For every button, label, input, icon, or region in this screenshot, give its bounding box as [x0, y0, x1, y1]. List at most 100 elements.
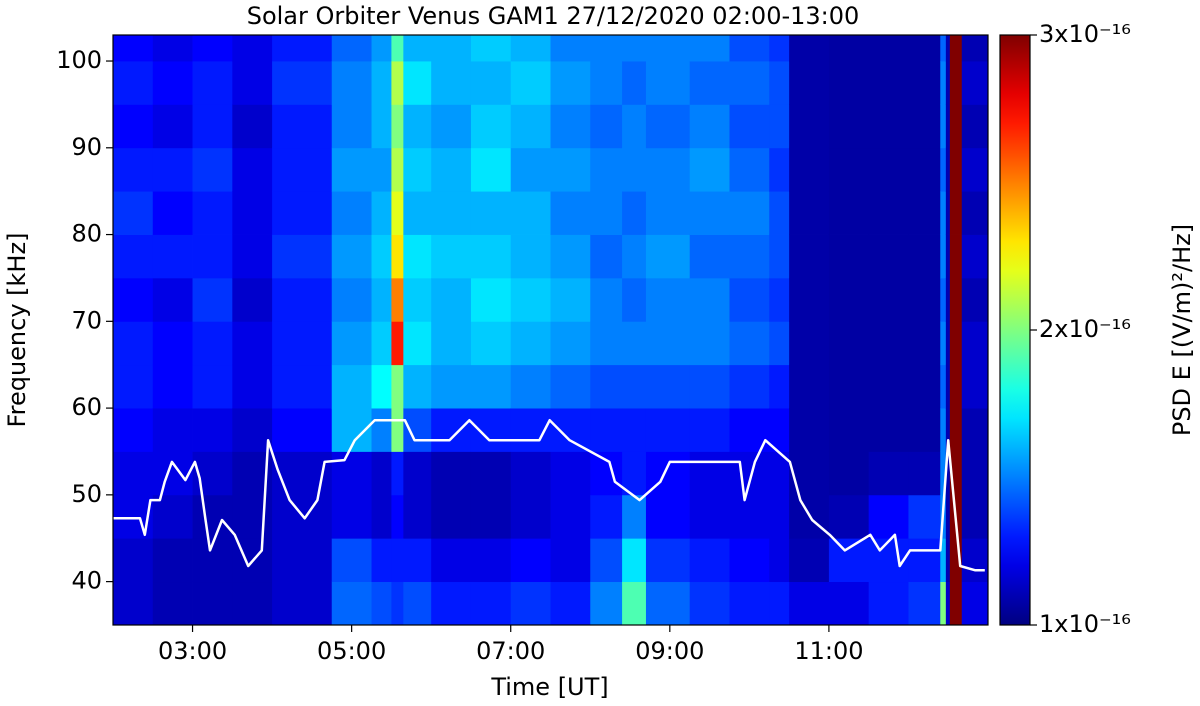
colorbar-tick-label: 1x10⁻¹⁶ [1039, 610, 1131, 638]
overlay [113, 418, 985, 572]
heatmap-cell [729, 321, 770, 366]
heatmap-cell [192, 191, 233, 235]
heatmap-cell [908, 581, 941, 626]
heatmap-cell [961, 408, 989, 452]
heatmap-cell [192, 494, 233, 539]
heatmap-cell [371, 451, 392, 496]
heatmap-cell [729, 104, 770, 149]
heatmap-cell [192, 234, 233, 279]
heatmap-cell [590, 35, 623, 62]
heatmap-cell [550, 451, 591, 496]
heatmap-cell [113, 35, 154, 62]
heatmap-cell [908, 61, 941, 105]
heatmap-cell [769, 104, 790, 149]
heatmap-cell [769, 234, 790, 279]
heatmap [113, 35, 989, 626]
heatmap-cell [769, 451, 790, 496]
heatmap-cell [828, 104, 870, 149]
heatmap-cell [940, 191, 947, 235]
heatmap-cell [789, 61, 830, 105]
heatmap-cell [331, 538, 372, 583]
heatmap-cell [949, 191, 963, 235]
heatmap-cell [789, 35, 830, 62]
heatmap-cell [431, 321, 472, 366]
heatmap-cell [431, 277, 472, 322]
heatmap-cell [940, 104, 947, 149]
heatmap-cell [431, 35, 472, 62]
heatmap-cell [689, 408, 730, 452]
heatmap-cell [645, 408, 691, 452]
heatmap-cell [550, 581, 591, 626]
heatmap-cell [550, 408, 591, 452]
heatmap-cell [403, 147, 432, 192]
heatmap-cell [391, 538, 404, 583]
heatmap-cell [645, 494, 691, 539]
heatmap-cell [232, 234, 273, 279]
heatmap-cell [550, 35, 591, 62]
heatmap-cell [645, 321, 691, 366]
heatmap-cell [729, 35, 770, 62]
heatmap-cell [828, 35, 870, 62]
heatmap-cell [272, 538, 333, 583]
heatmap-cell [470, 191, 512, 235]
heatmap-cell [828, 451, 870, 496]
heatmap-cell [550, 191, 591, 235]
heatmap-cell [622, 191, 647, 235]
heatmap-cell [940, 581, 947, 626]
heatmap-cell [689, 321, 730, 366]
heatmap-cell [331, 451, 372, 496]
heatmap-cell [470, 364, 512, 409]
heatmap-cell [550, 494, 591, 539]
heatmap-cell [590, 408, 623, 452]
heatmap-cell [371, 408, 392, 452]
heatmap-cell [331, 277, 372, 322]
heatmap-cell [689, 104, 730, 149]
heatmap-cell [510, 321, 551, 366]
heatmap-cell [391, 234, 404, 279]
heatmap-cell [232, 191, 273, 235]
heatmap-cell [945, 494, 951, 539]
heatmap-cell [949, 147, 963, 192]
heatmap-cell [645, 61, 691, 105]
heatmap-cell [828, 494, 870, 539]
heatmap-cell [828, 277, 870, 322]
heatmap-cell [331, 35, 372, 62]
heatmap-cell [431, 538, 472, 583]
heatmap-cell [272, 104, 333, 149]
heatmap-cell [550, 147, 591, 192]
heatmap-cell [550, 321, 591, 366]
heatmap-cell [331, 581, 372, 626]
heatmap-cell [590, 191, 623, 235]
heatmap-cell [232, 104, 273, 149]
heatmap-cell [272, 147, 333, 192]
heatmap-cell [945, 191, 951, 235]
heatmap-cell [868, 408, 909, 452]
heatmap-cell [550, 234, 591, 279]
heatmap-cell [769, 494, 790, 539]
heatmap-cell [232, 581, 273, 626]
heatmap-cell [622, 408, 647, 452]
heatmap-cell [232, 61, 273, 105]
heatmap-cell [113, 581, 154, 626]
heatmap-cell [371, 364, 392, 409]
y-tick-label: 60 [71, 393, 102, 421]
heatmap-cell [403, 35, 432, 62]
heatmap-cell [192, 35, 233, 62]
heatmap-cell [331, 147, 372, 192]
heatmap-cell [371, 494, 392, 539]
heatmap-cell [961, 538, 989, 583]
chart-title: Solar Orbiter Venus GAM1 27/12/2020 02:0… [247, 2, 860, 30]
heatmap-cell [945, 364, 951, 409]
colorbar-label: PSD E [(V/m)²/Hz] [1168, 224, 1196, 436]
heatmap-cell [431, 61, 472, 105]
heatmap-cell [945, 451, 951, 496]
heatmap-cell [152, 35, 193, 62]
heatmap-cell [550, 364, 591, 409]
heatmap-cell [510, 451, 551, 496]
heatmap-cell [961, 147, 989, 192]
heatmap-cell [645, 147, 691, 192]
y-tick-label: 100 [56, 46, 102, 74]
heatmap-cell [152, 191, 193, 235]
heatmap-cell [232, 147, 273, 192]
